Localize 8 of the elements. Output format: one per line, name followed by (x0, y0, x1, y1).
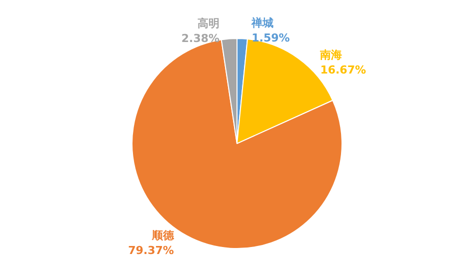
data-label: 16.67% (320, 64, 366, 77)
slice-label: 禅城 (250, 16, 274, 30)
data-label: 1.59% (252, 32, 290, 45)
slice-label: 南海 (319, 48, 342, 62)
data-label: 79.37% (128, 244, 174, 257)
data-label: 2.38% (181, 32, 220, 45)
slice-label: 顺德 (150, 228, 175, 242)
slice-label: 高明 (198, 16, 220, 30)
